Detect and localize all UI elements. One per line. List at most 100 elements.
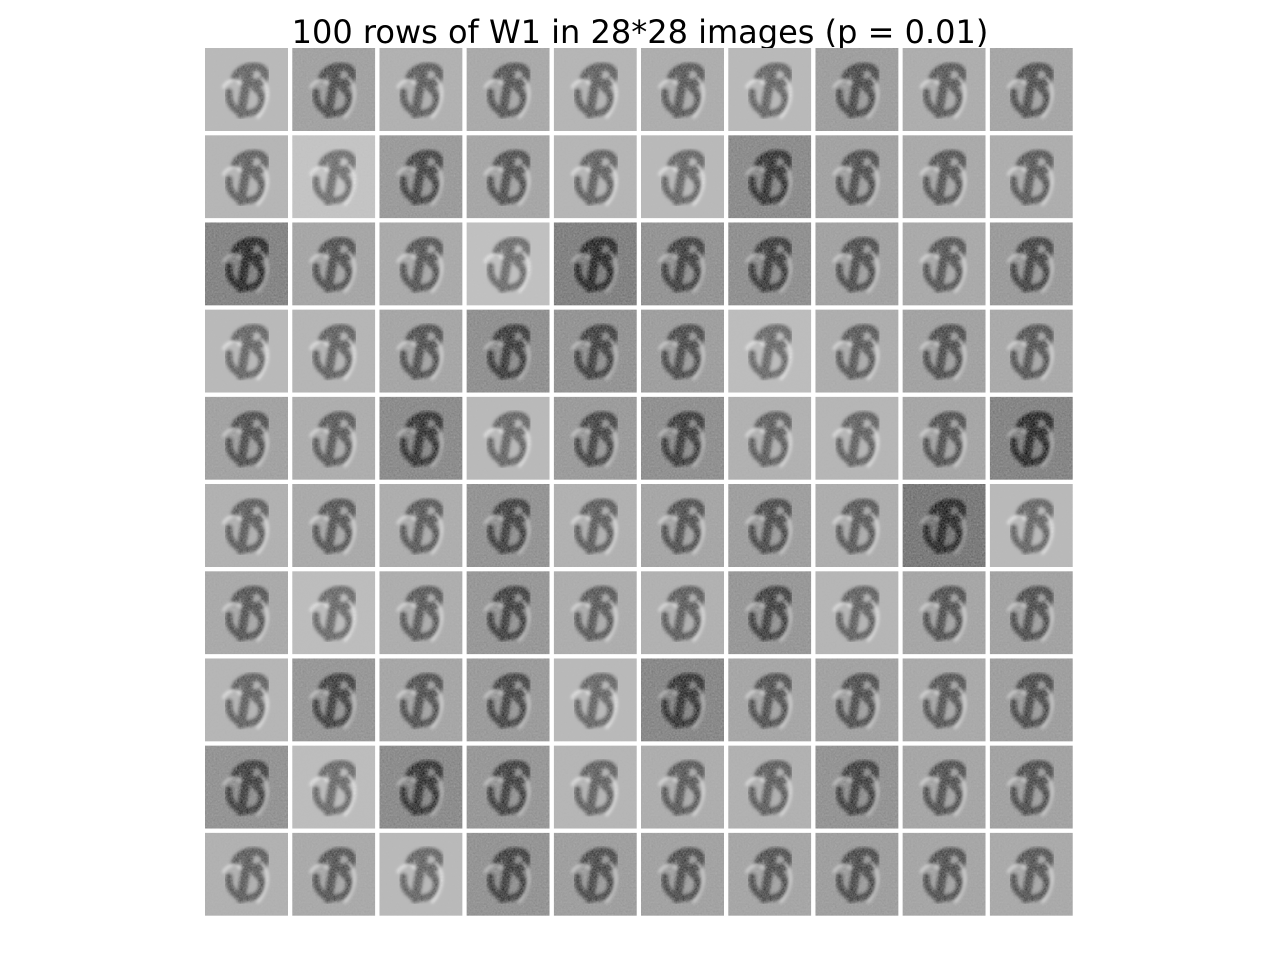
weight-tile (292, 484, 376, 567)
weight-tile (466, 309, 550, 393)
weight-tile (466, 832, 550, 916)
weight-tile (205, 309, 288, 393)
weight-tile (466, 222, 550, 306)
weight-tile (815, 571, 899, 655)
weight-tile (292, 745, 376, 829)
weight-tile (205, 484, 288, 567)
weight-tile (902, 309, 986, 393)
weight-tile (815, 658, 899, 742)
weight-tile (379, 48, 463, 131)
weight-tile (379, 832, 463, 916)
weight-tile (728, 832, 812, 916)
weight-tile (553, 309, 637, 393)
weight-tile (989, 832, 1073, 916)
weight-tile (292, 309, 376, 393)
weight-tile (553, 396, 637, 480)
weight-tile (205, 832, 288, 916)
weight-tile (902, 484, 986, 567)
weight-tile (292, 658, 376, 742)
weight-tile (379, 658, 463, 742)
weight-tile (641, 135, 724, 219)
weight-tile (466, 571, 550, 655)
weight-tile (989, 222, 1073, 306)
weight-tile (466, 484, 550, 567)
weight-tile (989, 309, 1073, 393)
weight-tile (466, 48, 550, 131)
weight-tile (989, 135, 1073, 219)
weight-tile (205, 48, 288, 131)
weight-tile (379, 396, 463, 480)
weight-tile (641, 484, 724, 567)
weight-tile (815, 135, 899, 219)
weight-tile (553, 135, 637, 219)
weight-tile (641, 658, 724, 742)
weight-tile (902, 832, 986, 916)
weight-tile (466, 396, 550, 480)
weight-tile (292, 571, 376, 655)
weight-tile (902, 48, 986, 131)
weight-tile (728, 484, 812, 567)
weight-tile (292, 48, 376, 131)
weight-tile (989, 571, 1073, 655)
weight-tile (989, 484, 1073, 567)
weight-tile (553, 484, 637, 567)
weight-tile (553, 745, 637, 829)
weight-tile (379, 484, 463, 567)
weight-tile (728, 396, 812, 480)
weight-tile (641, 396, 724, 480)
weight-tile (815, 222, 899, 306)
weight-tile (989, 658, 1073, 742)
weight-tile (379, 135, 463, 219)
weight-tile (553, 571, 637, 655)
weight-tile (641, 48, 724, 131)
weight-tile (466, 658, 550, 742)
weight-tile (205, 745, 288, 829)
weight-tile (379, 222, 463, 306)
weight-tile (728, 571, 812, 655)
weight-tile (641, 222, 724, 306)
weight-tile (466, 135, 550, 219)
weight-tile (292, 222, 376, 306)
weight-tile (815, 745, 899, 829)
weight-tile (728, 48, 812, 131)
weight-tile (989, 745, 1073, 829)
weight-tile (728, 309, 812, 393)
weight-tile (466, 745, 550, 829)
weight-tile (728, 222, 812, 306)
weight-tile (815, 48, 899, 131)
weight-tile (292, 396, 376, 480)
weight-tile (641, 832, 724, 916)
weight-tile (205, 222, 288, 306)
weight-tile (379, 309, 463, 393)
weight-tile (553, 48, 637, 131)
weight-tile (815, 832, 899, 916)
weight-tile (553, 832, 637, 916)
weight-tile (553, 222, 637, 306)
weight-tile (989, 48, 1073, 131)
chart-title: 100 rows of W1 in 28*28 images (p = 0.01… (291, 13, 989, 51)
weight-tile (292, 135, 376, 219)
weight-tile (205, 396, 288, 480)
weight-tile (728, 745, 812, 829)
weight-tile (902, 396, 986, 480)
weight-tile (902, 135, 986, 219)
weight-tile (728, 658, 812, 742)
weight-tile (815, 484, 899, 567)
weight-tile (205, 571, 288, 655)
weight-tile (728, 135, 812, 219)
weight-tile (902, 571, 986, 655)
weight-tile (641, 745, 724, 829)
weight-tile (641, 571, 724, 655)
weight-tile (292, 832, 376, 916)
weight-tile (205, 658, 288, 742)
weight-tile (553, 658, 637, 742)
weight-tile (902, 658, 986, 742)
weight-tile (379, 571, 463, 655)
weight-tile (902, 745, 986, 829)
weight-tile (205, 135, 288, 219)
weight-tile (815, 396, 899, 480)
weight-tile (641, 309, 724, 393)
weight-tile (902, 222, 986, 306)
